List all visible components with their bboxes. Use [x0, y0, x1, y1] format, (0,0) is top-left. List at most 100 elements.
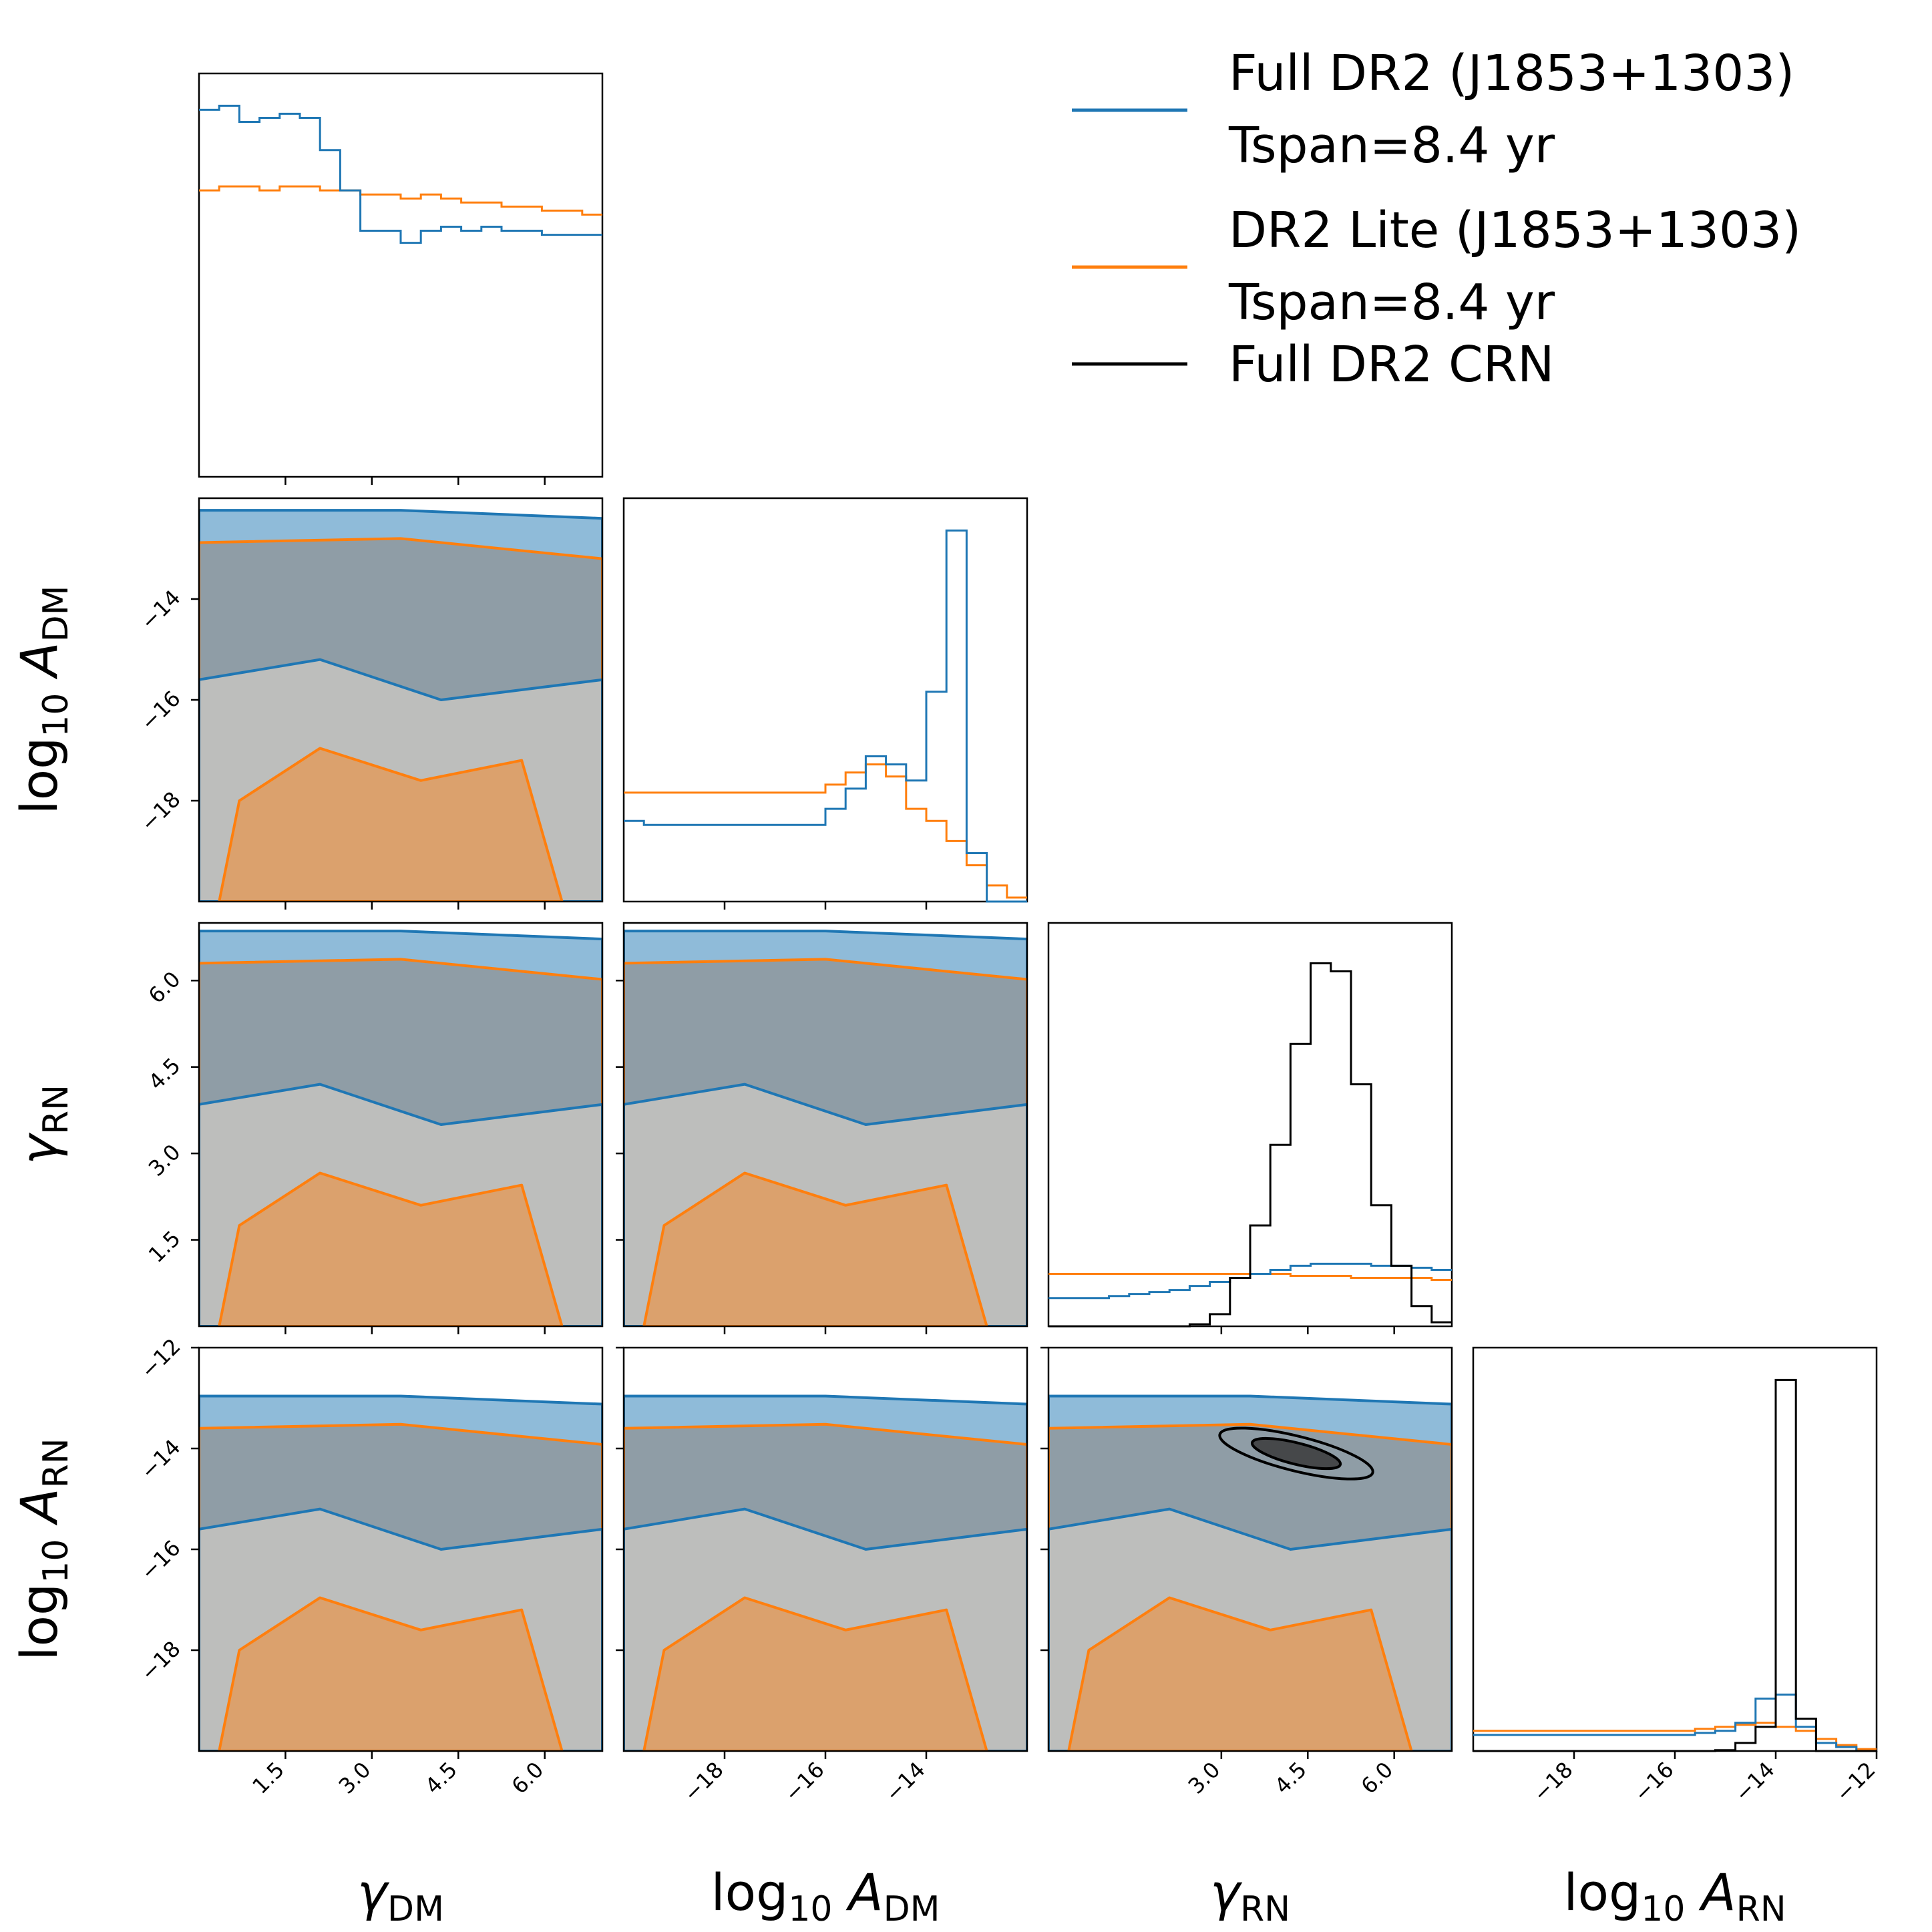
hist-panel-log10_A_RN — [1472, 1346, 1878, 1752]
x-tick-label: 4.5 — [1270, 1757, 1312, 1799]
full-inner-contour — [624, 1083, 1027, 1326]
y-ticks-gamma_RN: 1.5 3.0 4.5 6.0 — [144, 966, 199, 1268]
y-ticks-log10_A_RN — [1040, 1346, 1048, 1652]
legend-entry-2: Full DR2 CRN — [1072, 336, 1555, 393]
y-tick-label: −16 — [136, 1535, 186, 1585]
axis-labels: γDM log10 ADM γRN log10 ARN log10 ADM γRN log1… — [9, 585, 1786, 1929]
x-ticks-log10_A_DM: −18 −16 −14 — [679, 1751, 930, 1806]
hist-full-gamma_DM — [199, 104, 602, 244]
hist-panel-gamma_DM — [198, 72, 604, 478]
x-axis-label-2: γRN — [1210, 1863, 1290, 1929]
y-tick-label: 4.5 — [144, 1053, 186, 1095]
lite-inner-contour — [218, 747, 564, 902]
y-tick-label: −18 — [136, 787, 186, 837]
x-ticks-gamma_DM — [284, 1326, 546, 1334]
x-tick-label: −18 — [1528, 1757, 1578, 1807]
x-axis-label-0: γDM — [357, 1863, 444, 1929]
contour-layers — [624, 1394, 1027, 1751]
contour-layers — [199, 1394, 602, 1751]
lite-inner-contour — [218, 1171, 564, 1326]
full-inner-contour — [199, 1507, 602, 1751]
contour-layers — [1048, 1394, 1452, 1751]
contour-panel-log10_A_DM-vs-gamma_RN — [622, 922, 1028, 1328]
hist-frame — [1472, 1346, 1878, 1752]
lite-inner-contour — [642, 1596, 988, 1751]
legend-label-line2: Tspan=8.4 yr — [1228, 117, 1555, 174]
y-ticks-log10_A_DM: −18 −16 −14 — [136, 585, 199, 837]
x-ticks-gamma_RN: 3.0 4.5 6.0 — [1183, 1751, 1398, 1799]
y-tick-label: −14 — [136, 1434, 186, 1485]
contour-panel-gamma_DM-vs-log10_A_DM — [198, 497, 604, 903]
x-axis-label-3: log10 ARN — [1563, 1863, 1786, 1929]
hist-lite-log10_A_RN — [1473, 1722, 1877, 1750]
y-axis-label-2: log10 ARN — [9, 1438, 76, 1660]
y-ticks-gamma_RN — [616, 980, 624, 1241]
y-tick-label: −12 — [136, 1334, 186, 1384]
contour-panel-log10_A_DM-vs-log10_A_RN — [622, 1346, 1028, 1752]
y-ticks-log10_A_RN: −18 −16 −14 −12 — [136, 1334, 199, 1686]
y-tick-label: −14 — [136, 585, 186, 635]
x-tick-label: 1.5 — [247, 1757, 289, 1799]
hist-crn-gamma_RN — [1048, 962, 1452, 1328]
x-ticks-log10_A_DM — [723, 902, 928, 910]
y-tick-label: −18 — [136, 1636, 186, 1686]
x-ticks-log10_A_RN: −18 −16 −14 −12 — [1528, 1751, 1881, 1806]
panels: 1.5 3.0 4.5 6.0 −18 −16 −14 3.0 4.5 6.0 −18 −16 −14−… — [136, 72, 1881, 1806]
contour-panel-gamma_RN-vs-log10_A_RN — [1047, 1346, 1453, 1752]
hist-lite-gamma_DM — [199, 185, 602, 216]
x-tick-label: 3.0 — [1183, 1757, 1225, 1799]
lite-inner-contour — [1067, 1596, 1413, 1751]
contour-frame — [198, 922, 604, 1328]
legend-label-line1: Full DR2 (J1853+1303) — [1229, 45, 1794, 102]
x-tick-label: 3.0 — [334, 1757, 376, 1799]
legend-label-line2: Tspan=8.4 yr — [1228, 274, 1555, 331]
contour-layers — [199, 930, 602, 1326]
legend-entry-1: DR2 Lite (J1853+1303) Tspan=8.4 yr — [1072, 202, 1801, 331]
x-tick-label: −16 — [779, 1757, 829, 1807]
y-ticks-log10_A_RN — [616, 1346, 624, 1652]
hist-lite-gamma_RN — [1048, 1272, 1452, 1282]
x-ticks-gamma_DM — [284, 477, 546, 485]
x-axis-label-1: log10 ADM — [711, 1863, 940, 1929]
x-tick-label: −18 — [679, 1757, 729, 1807]
contour-layers — [624, 930, 1027, 1326]
x-tick-label: −12 — [1830, 1757, 1881, 1807]
contour-layers — [199, 509, 602, 902]
y-tick-label: 6.0 — [144, 966, 186, 1008]
hist-crn-log10_A_RN — [1473, 1378, 1877, 1752]
x-tick-label: 6.0 — [507, 1757, 549, 1799]
y-tick-label: 1.5 — [144, 1225, 186, 1268]
full-inner-contour — [1048, 1507, 1452, 1751]
crn-1sigma-ellipse — [1250, 1436, 1342, 1471]
full-inner-contour — [624, 1507, 1027, 1751]
y-tick-label: −16 — [136, 686, 186, 736]
x-tick-label: 4.5 — [420, 1757, 462, 1799]
contour-panel-gamma_DM-vs-log10_A_RN — [198, 1346, 604, 1752]
legend-label-line1: Full DR2 CRN — [1229, 336, 1555, 393]
x-ticks-gamma_DM — [284, 902, 546, 910]
y-tick-label: 3.0 — [144, 1139, 186, 1181]
lite-inner-contour — [642, 1171, 988, 1326]
full-inner-contour — [199, 1083, 602, 1326]
hist-panel-log10_A_DM — [622, 497, 1028, 903]
full-inner-contour — [199, 658, 602, 902]
contour-panel-gamma_DM-vs-gamma_RN — [198, 922, 604, 1328]
x-tick-label: −14 — [1730, 1757, 1780, 1807]
y-axis-label-0: log10 ADM — [9, 585, 76, 814]
crn-contours — [1218, 1426, 1374, 1481]
crn-2sigma-ellipse — [1218, 1426, 1374, 1481]
hist-frame — [198, 72, 604, 478]
x-tick-label: 6.0 — [1356, 1757, 1398, 1799]
x-ticks-gamma_DM: 1.5 3.0 4.5 6.0 — [247, 1751, 548, 1799]
lite-inner-contour — [218, 1596, 564, 1751]
y-axis-label-1: γRN — [9, 1085, 76, 1165]
hist-full-log10_A_RN — [1473, 1693, 1877, 1752]
x-tick-label: −16 — [1629, 1757, 1679, 1807]
hist-panel-gamma_RN — [1047, 922, 1453, 1328]
x-tick-label: −14 — [880, 1757, 930, 1807]
hist-full-log10_A_DM — [624, 529, 1027, 903]
legend-label-line1: DR2 Lite (J1853+1303) — [1229, 202, 1801, 259]
legend-entry-0: Full DR2 (J1853+1303) Tspan=8.4 yr — [1072, 45, 1794, 174]
